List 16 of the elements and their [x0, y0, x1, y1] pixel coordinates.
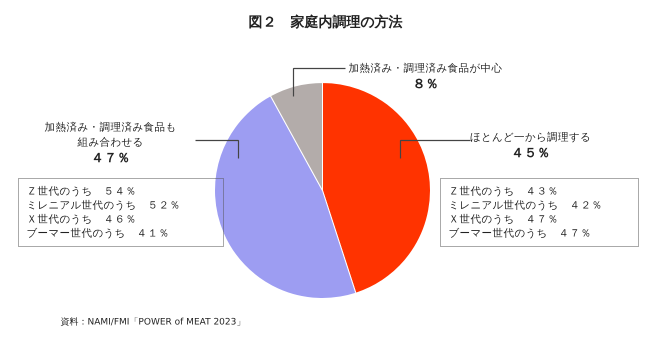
data-label: ４７％ [91, 151, 130, 166]
chart-title: 図２ 家庭内調理の方法 [248, 14, 402, 30]
slice-label: 加熱済み・調理済み食品も組み合わせる [44, 120, 176, 148]
text: 資料：NAMI/FMI「POWER of MEAT 2023」 [60, 316, 246, 328]
text: Ｘ世代のうち ４６％ [26, 212, 136, 226]
text: ミレニアル世代のうち ４２％ [448, 198, 602, 212]
text: ミレニアル世代のうち ５２％ [26, 198, 180, 212]
slice-label: 加熱済み・調理済み食品が中心 [348, 62, 502, 74]
text: Ｚ世代のうち ５４％ [26, 184, 136, 198]
slice-label: ほとんど一から調理する [470, 130, 591, 144]
text: ブーマー世代のうち ４１％ [26, 226, 170, 240]
text: ブーマー世代のうち ４７％ [448, 226, 592, 240]
text: Ｚ世代のうち ４３％ [448, 184, 558, 198]
data-label: ８％ [412, 77, 438, 92]
data-label: ４５％ [511, 146, 550, 161]
text: Ｘ世代のうち ４７％ [448, 212, 558, 226]
